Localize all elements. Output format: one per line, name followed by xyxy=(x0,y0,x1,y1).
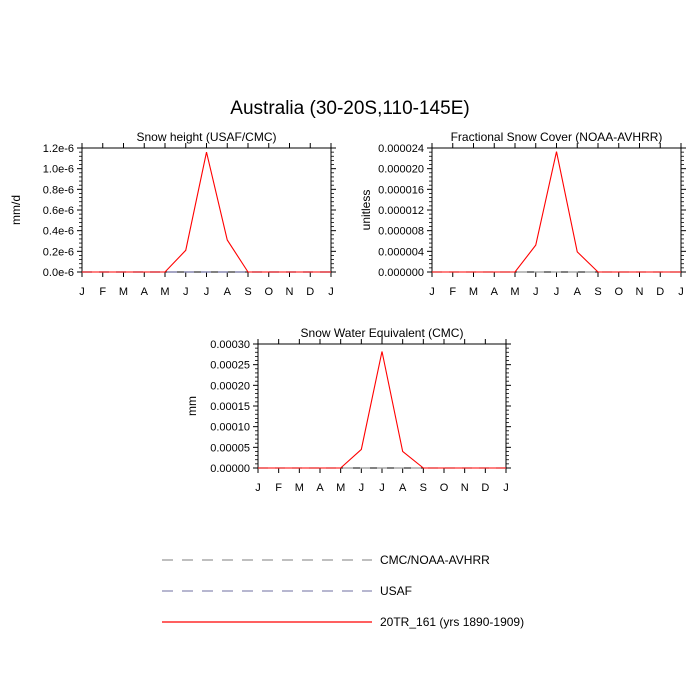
legend: CMC/NOAA-AVHRR USAF 20TR_161 (yrs 1890-190… xyxy=(162,553,524,629)
legend-item: 20TR_161 (yrs 1890-1909) xyxy=(162,615,524,629)
y-tick-label: 0.00010 xyxy=(210,422,250,434)
x-tick-label: N xyxy=(461,482,469,494)
legend-label: USAF xyxy=(380,584,412,598)
y-tick-label: 0.6e-6 xyxy=(43,205,74,217)
y-axis-label: unitless xyxy=(359,190,373,231)
x-tick-label: M xyxy=(295,482,304,494)
x-tick-label: J xyxy=(359,482,365,494)
y-tick-label: 0.00005 xyxy=(210,442,250,454)
x-tick-label: S xyxy=(420,482,427,494)
y-tick-label: 0.000000 xyxy=(378,267,424,279)
x-tick-label: J xyxy=(533,286,539,298)
x-tick-label: J xyxy=(678,286,684,298)
x-tick-label: J xyxy=(204,286,210,298)
x-tick-label: F xyxy=(449,286,456,298)
panel-title: Snow Water Equivalent (CMC) xyxy=(301,326,464,340)
x-tick-label: J xyxy=(183,286,189,298)
panel-title: Snow height (USAF/CMC) xyxy=(136,130,276,144)
y-axis-label: mm xyxy=(185,396,199,416)
y-tick-label: 0.000004 xyxy=(378,246,424,258)
x-tick-label: N xyxy=(286,286,294,298)
x-tick-label: M xyxy=(510,286,519,298)
x-tick-label: J xyxy=(379,482,385,494)
x-tick-label: D xyxy=(481,482,489,494)
chart-panel-1: Snow height (USAF/CMC)J F M A M J J A S O N D J0.0e-… xyxy=(9,130,336,298)
y-tick-label: 0.00020 xyxy=(210,380,250,392)
series-line xyxy=(432,151,681,273)
x-tick-label: J xyxy=(79,286,85,298)
x-tick-label: D xyxy=(306,286,314,298)
y-tick-label: 0.000020 xyxy=(378,164,424,176)
y-tick-label: 0.4e-6 xyxy=(43,226,74,238)
y-tick-label: 0.000016 xyxy=(378,184,424,196)
x-tick-label: F xyxy=(99,286,106,298)
chart-panel-3: Snow Water Equivalent (CMC)J F M A M J J A S O N D J… xyxy=(185,326,511,494)
x-tick-label: A xyxy=(574,286,582,298)
x-tick-label: A xyxy=(316,482,324,494)
panel-title: Fractional Snow Cover (NOAA-AVHRR) xyxy=(451,130,663,144)
x-tick-label: J xyxy=(255,482,261,494)
y-tick-label: 0.8e-6 xyxy=(43,184,74,196)
legend-item: USAF xyxy=(162,584,412,598)
x-tick-label: A xyxy=(224,286,232,298)
x-tick-label: M xyxy=(160,286,169,298)
x-tick-label: A xyxy=(399,482,407,494)
y-tick-label: 1.2e-6 xyxy=(43,143,74,155)
x-tick-label: M xyxy=(336,482,345,494)
x-tick-label: M xyxy=(469,286,478,298)
x-tick-label: A xyxy=(141,286,149,298)
x-tick-label: S xyxy=(244,286,251,298)
x-tick-label: S xyxy=(594,286,601,298)
plot-frame xyxy=(81,147,332,273)
y-tick-label: 0.00025 xyxy=(210,360,250,372)
panels: Snow height (USAF/CMC)J F M A M J J A S O N D J0.0e-… xyxy=(9,130,686,494)
x-tick-label: J xyxy=(328,286,334,298)
figure-title: Australia (30-20S,110-145E) xyxy=(230,98,469,119)
y-tick-label: 0.0e-6 xyxy=(43,267,74,279)
x-tick-label: O xyxy=(440,482,449,494)
series-line xyxy=(258,351,506,469)
x-tick-label: O xyxy=(264,286,273,298)
x-tick-label: D xyxy=(656,286,664,298)
plot-frame xyxy=(257,343,507,469)
y-tick-label: 0.000008 xyxy=(378,226,424,238)
series-line xyxy=(82,152,331,273)
x-tick-label: N xyxy=(636,286,644,298)
legend-label: CMC/NOAA-AVHRR xyxy=(380,553,490,567)
y-tick-label: 1.0e-6 xyxy=(43,164,74,176)
x-tick-label: J xyxy=(554,286,560,298)
x-tick-label: F xyxy=(275,482,282,494)
y-axis-label: mm/d xyxy=(9,195,23,225)
x-tick-label: M xyxy=(119,286,128,298)
y-tick-label: 0.00030 xyxy=(210,339,250,351)
y-tick-label: 0.000012 xyxy=(378,205,424,217)
legend-label: 20TR_161 (yrs 1890-1909) xyxy=(380,615,524,629)
y-tick-label: 0.000024 xyxy=(378,143,424,155)
x-tick-label: J xyxy=(429,286,435,298)
legend-item: CMC/NOAA-AVHRR xyxy=(162,553,490,567)
plot-frame xyxy=(431,147,682,273)
y-tick-label: 0.00000 xyxy=(210,463,250,475)
y-tick-label: 0.2e-6 xyxy=(43,246,74,258)
x-tick-label: J xyxy=(503,482,509,494)
x-tick-label: O xyxy=(614,286,623,298)
x-tick-label: A xyxy=(491,286,499,298)
chart-panel-2: Fractional Snow Cover (NOAA-AVHRR)J F M A M J… xyxy=(359,130,686,298)
y-tick-label: 0.00015 xyxy=(210,401,250,413)
